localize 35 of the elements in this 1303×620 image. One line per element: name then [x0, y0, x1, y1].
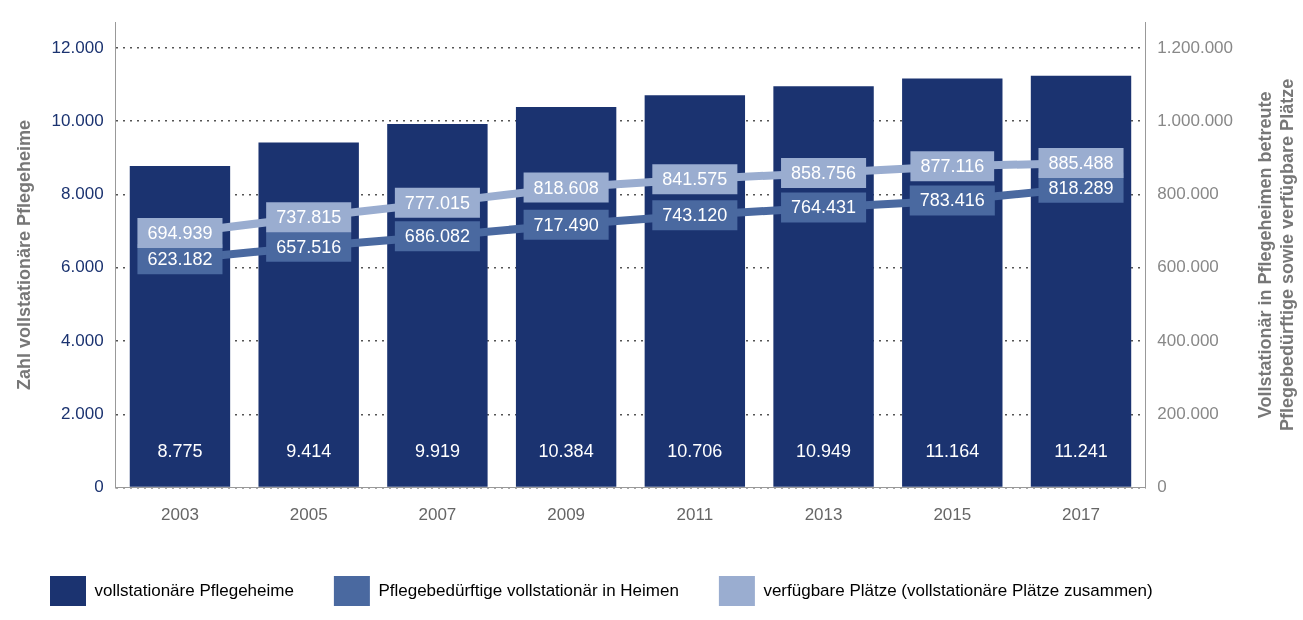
y-tick-label: 10.000 [51, 110, 104, 130]
data-label: 10.384 [538, 440, 594, 461]
x-tick-label: 2015 [933, 505, 972, 525]
x-tick-label: 2005 [289, 505, 328, 525]
legend-label: verfügbare Plätze (vollstationäre Plätze zusammen) [763, 580, 1153, 600]
data-label: 9.919 [414, 440, 460, 461]
data-label: 10.949 [796, 440, 852, 461]
y2-tick-label: 1.200.000 [1157, 37, 1234, 57]
y2-tick-label: 800.000 [1157, 184, 1219, 204]
x-tick-label: 2007 [418, 505, 457, 525]
y2-tick-label: 0 [1157, 477, 1167, 497]
data-label: 8.775 [157, 440, 203, 461]
x-tick-label: 2013 [804, 505, 843, 525]
y-tick-label: 4.000 [61, 330, 104, 350]
y-tick-label: 8.000 [61, 184, 104, 204]
x-tick-label: 2011 [676, 505, 714, 525]
data-label: 10.706 [667, 440, 723, 461]
y2-tick-label: 600.000 [1157, 257, 1219, 277]
data-label: 11.164 [925, 440, 980, 461]
y-axis-title: Zahl vollstationäre Pflegeheime [13, 119, 34, 390]
y-tick-label: 2.000 [61, 404, 104, 423]
y-tick-label: 0 [94, 477, 104, 497]
legend-label: vollstationäre Pflegeheime [94, 580, 294, 600]
x-tick-label: 2003 [161, 505, 199, 525]
y2-tick-label: 200.000 [1157, 404, 1219, 423]
y-tick-label: 6.000 [61, 257, 104, 277]
legend-label: Pflegebedürftige vollstationär in Heimen [378, 580, 679, 600]
y2-tick-label: 1.000.000 [1157, 110, 1234, 130]
y2-tick-label: 400.000 [1157, 330, 1219, 350]
x-tick-label: 2009 [547, 505, 586, 525]
x-tick-label: 2017 [1062, 505, 1100, 525]
y2-axis-title: Vollstationär in Pflegeheimen betreute Pflegebedürftige sowie verfügbare Plätze [1254, 78, 1297, 431]
y-tick-label: 12.000 [51, 37, 104, 57]
data-label: 9.414 [286, 440, 332, 461]
data-label: 11.241 [1054, 440, 1108, 461]
